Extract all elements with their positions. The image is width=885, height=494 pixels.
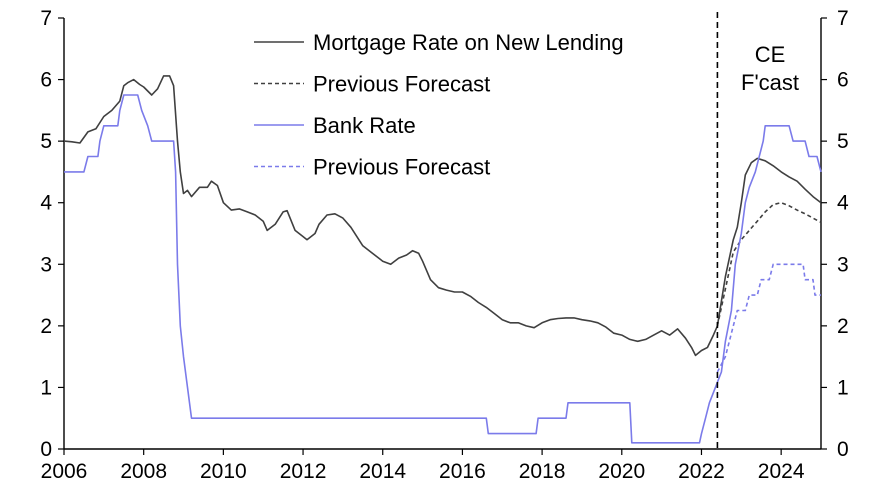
right-y-tick-label: 3: [837, 253, 849, 276]
right-y-tick-label: 4: [837, 192, 849, 215]
left-y-tick-label: 5: [40, 130, 52, 153]
left-y-tick-label: 2: [40, 315, 52, 338]
x-tick-label: 2008: [120, 460, 167, 483]
x-tick-label: 2022: [678, 460, 725, 483]
series-line-3: [64, 94, 822, 444]
forecast-label-line-1: CE: [755, 42, 786, 67]
x-tick-label: 2006: [41, 460, 88, 483]
x-tick-label: 2018: [519, 460, 566, 483]
right-y-tick-label: 0: [837, 438, 849, 461]
legend-label-4: Previous Forecast: [313, 155, 490, 180]
x-tick-label: 2024: [758, 460, 805, 483]
x-tick-label: 2014: [359, 460, 406, 483]
legend-label-2: Previous Forecast: [313, 72, 490, 97]
right-y-tick-label: 6: [837, 69, 849, 92]
axes: 0 0 1 1 2 2 3 3 4 4 5 5 6 6 7 7 2006 2008 2010 2012 2014 2016…: [40, 7, 849, 483]
x-tick-label: 2016: [439, 460, 486, 483]
series-line-2: [716, 201, 822, 327]
legend: Mortgage Rate on New Lending Previous For…: [254, 30, 624, 180]
left-y-tick-label: 6: [40, 69, 52, 92]
series-layer: [63, 75, 822, 444]
left-y-tick-label: 7: [40, 7, 52, 30]
left-y-tick-label: 4: [40, 192, 52, 215]
right-y-tick-label: 5: [837, 130, 849, 153]
series-line-4: [716, 263, 821, 373]
right-y-tick-label: 2: [837, 315, 849, 338]
x-tick-label: 2020: [598, 460, 645, 483]
legend-label-1: Mortgage Rate on New Lending: [313, 30, 624, 55]
left-y-tick-label: 0: [40, 438, 52, 461]
left-y-tick-label: 1: [40, 376, 52, 399]
x-tick-label: 2010: [200, 460, 247, 483]
left-y-tick-label: 3: [40, 253, 52, 276]
legend-label-3: Bank Rate: [313, 113, 416, 138]
series-line-1: [63, 75, 822, 357]
forecast-annotation: CE F'cast: [716, 12, 799, 449]
forecast-label-line-2: F'cast: [741, 70, 799, 95]
right-y-tick-label: 1: [837, 376, 849, 399]
right-y-tick-label: 7: [837, 7, 849, 30]
x-tick-label: 2012: [280, 460, 327, 483]
